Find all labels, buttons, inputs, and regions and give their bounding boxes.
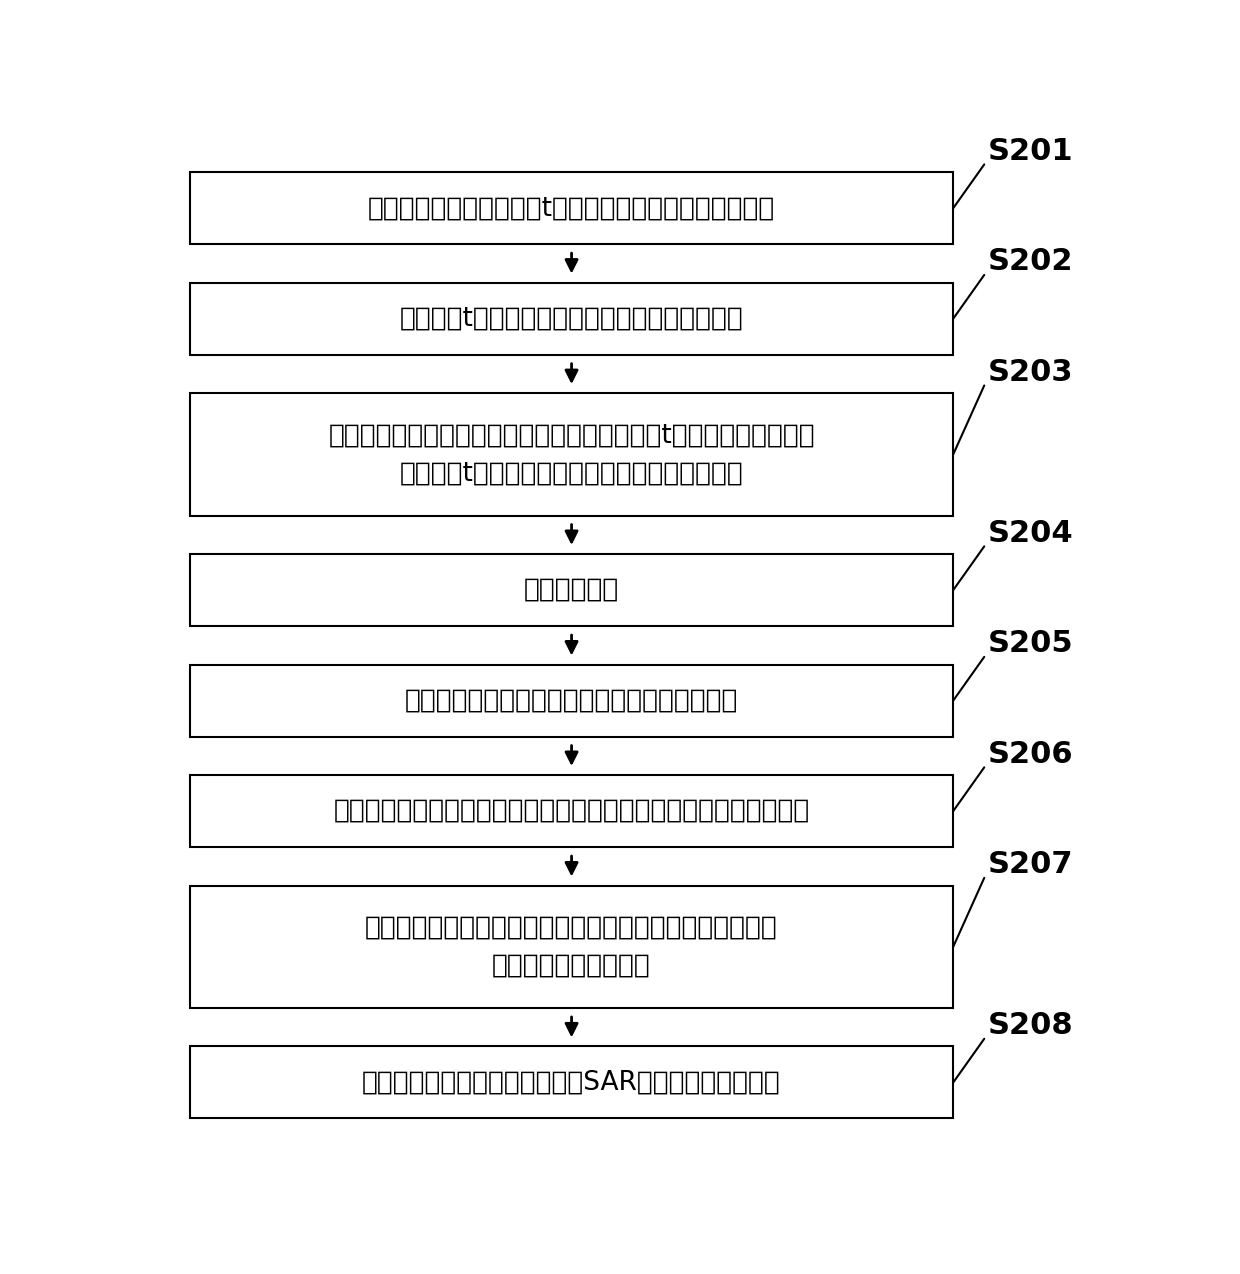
Bar <box>190 665 954 736</box>
Bar <box>190 1046 954 1119</box>
Text: 利用所述距离向匹配函数对所述回波信号进行距离向压缩，
得到距离压缩后的数据: 利用所述距离向匹配函数对所述回波信号进行距离向压缩， 得到距离压缩后的数据 <box>366 915 777 978</box>
Text: S208: S208 <box>988 1012 1074 1041</box>
Text: 控制发射机周期性的在所述预设时长内发射所述t个正交非线性调频信
号和所述t个正交非线性调频信号对应的标识信息: 控制发射机周期性的在所述预设时长内发射所述t个正交非线性调频信 号和所述t个正交… <box>329 423 815 487</box>
Bar <box>190 394 954 516</box>
Bar <box>190 172 954 245</box>
Text: S204: S204 <box>988 519 1074 548</box>
Text: S203: S203 <box>988 358 1074 387</box>
Text: 确定所述回波信号所对应的发射信号的波形顺序: 确定所述回波信号所对应的发射信号的波形顺序 <box>405 688 738 713</box>
Text: 获取在预设时长内发射的t个正交非线性调频信号的表达式: 获取在预设时长内发射的t个正交非线性调频信号的表达式 <box>368 195 775 222</box>
Text: 根据所述距离压缩后的数据进行SAR成像，得到成像结果: 根据所述距离压缩后的数据进行SAR成像，得到成像结果 <box>362 1069 781 1096</box>
Text: 获取所述t个正交非线性调频信号对应的标识信息: 获取所述t个正交非线性调频信号对应的标识信息 <box>399 306 744 331</box>
Bar <box>190 283 954 354</box>
Text: S201: S201 <box>988 138 1074 166</box>
Text: S205: S205 <box>988 629 1074 659</box>
Text: S206: S206 <box>988 740 1074 769</box>
Text: 接收回波信号: 接收回波信号 <box>525 577 619 603</box>
Bar <box>190 775 954 847</box>
Bar <box>190 885 954 1008</box>
Text: 根据所述波形顺序和所述正交非线性调频信号构建距离向匹配滤波器: 根据所述波形顺序和所述正交非线性调频信号构建距离向匹配滤波器 <box>334 798 810 824</box>
Text: S202: S202 <box>988 247 1074 276</box>
Bar <box>190 554 954 626</box>
Text: S207: S207 <box>988 850 1074 879</box>
